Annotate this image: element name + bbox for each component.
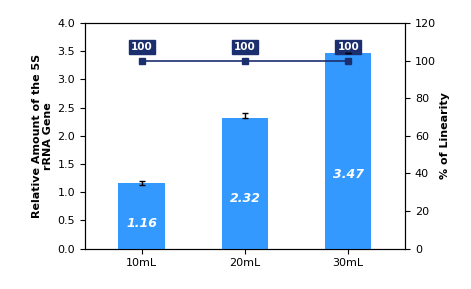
- Y-axis label: Relative Amount of the 5S
rRNA Gene: Relative Amount of the 5S rRNA Gene: [32, 54, 53, 218]
- Text: 100: 100: [131, 42, 153, 52]
- Bar: [118, 183, 165, 249]
- Text: 3.47: 3.47: [333, 168, 364, 181]
- Bar: [222, 118, 268, 249]
- Y-axis label: % of Linearity: % of Linearity: [440, 92, 450, 179]
- Text: 100: 100: [337, 42, 359, 52]
- Bar: [325, 53, 372, 249]
- Text: 2.32: 2.32: [229, 192, 260, 205]
- Text: 1.16: 1.16: [126, 217, 157, 230]
- Text: 100: 100: [234, 42, 256, 52]
